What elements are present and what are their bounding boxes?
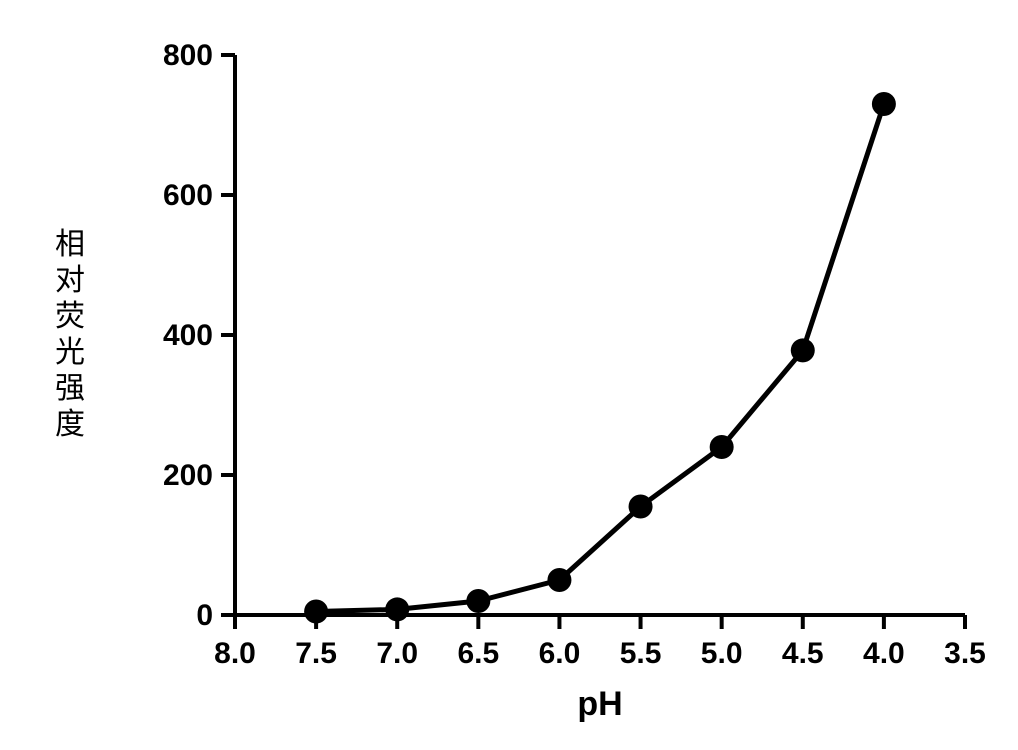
- x-tick-label: 5.0: [701, 637, 743, 670]
- x-tick-label: 4.0: [863, 637, 905, 670]
- y-axis-label-char: 相: [55, 227, 85, 263]
- y-axis-label: 相对荧光强度: [55, 227, 85, 443]
- y-tick-label: 400: [163, 319, 213, 352]
- data-point: [791, 338, 815, 362]
- data-point: [629, 495, 653, 519]
- data-point: [872, 92, 896, 116]
- data-point: [385, 597, 409, 621]
- y-tick-label: 0: [196, 599, 213, 632]
- y-axis-label-char: 荧: [55, 299, 85, 335]
- data-point: [710, 435, 734, 459]
- y-axis-label-char: 强: [55, 371, 85, 407]
- y-axis-label-char: 光: [55, 335, 85, 371]
- data-point: [304, 600, 328, 624]
- x-tick-label: 7.5: [295, 637, 337, 670]
- y-axis-label-char: 度: [55, 407, 85, 443]
- x-tick-label: 5.5: [620, 637, 662, 670]
- x-tick-label: 4.5: [782, 637, 824, 670]
- x-tick-label: 3.5: [944, 637, 986, 670]
- x-tick-label: 6.0: [539, 637, 581, 670]
- data-point: [466, 589, 490, 613]
- y-axis-label-char: 对: [55, 263, 85, 299]
- y-tick-label: 800: [163, 39, 213, 72]
- x-tick-label: 7.0: [376, 637, 418, 670]
- y-tick-label: 200: [163, 459, 213, 492]
- x-tick-label: 6.5: [457, 637, 499, 670]
- chart-svg: 8.0 7.5 7.0 6.5 6.0 5.5 5.0 4.5 4.0 3.5 pH 0 200 400 6…: [0, 0, 1018, 750]
- data-point: [547, 568, 571, 592]
- y-tick-label: 600: [163, 179, 213, 212]
- x-axis-label: pH: [577, 685, 622, 723]
- x-tick-label: 8.0: [214, 637, 256, 670]
- chart-container: 8.0 7.5 7.0 6.5 6.0 5.5 5.0 4.5 4.0 3.5 pH 0 200 400 6…: [0, 0, 1018, 750]
